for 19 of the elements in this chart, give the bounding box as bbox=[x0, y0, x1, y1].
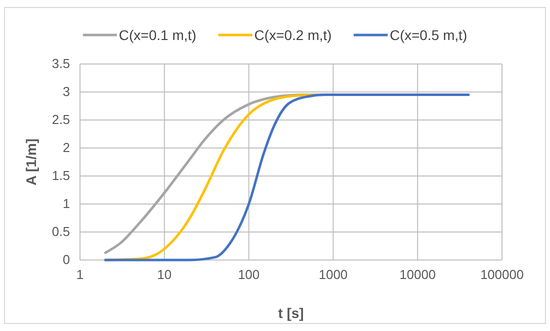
y-tick-label: 1 bbox=[62, 196, 70, 212]
y-tick-label: 2.5 bbox=[52, 112, 70, 128]
y-tick-label: 1.5 bbox=[52, 168, 70, 184]
y-tick-label: 3 bbox=[62, 84, 70, 100]
y-tick-label: 0.5 bbox=[52, 224, 70, 240]
x-tick-label: 1000 bbox=[318, 267, 348, 282]
y-axis-title: A [1/m] bbox=[23, 138, 39, 186]
legend-label: C(x=0.1 m,t) bbox=[118, 27, 196, 43]
x-tick-label: 10000 bbox=[400, 267, 436, 282]
y-tick-label: 3.5 bbox=[52, 56, 70, 72]
legend-label: C(x=0.5 m,t) bbox=[390, 27, 468, 43]
x-tick-label: 100000 bbox=[480, 267, 524, 282]
y-tick-label: 0 bbox=[62, 252, 70, 268]
y-tick-label: 2 bbox=[62, 140, 70, 156]
legend-label: C(x=0.2 m,t) bbox=[254, 27, 332, 43]
x-tick-label: 100 bbox=[238, 267, 260, 282]
x-axis-title: t [s] bbox=[278, 305, 304, 321]
x-tick-label: 1 bbox=[76, 267, 84, 282]
x-tick-label: 10 bbox=[157, 267, 172, 282]
